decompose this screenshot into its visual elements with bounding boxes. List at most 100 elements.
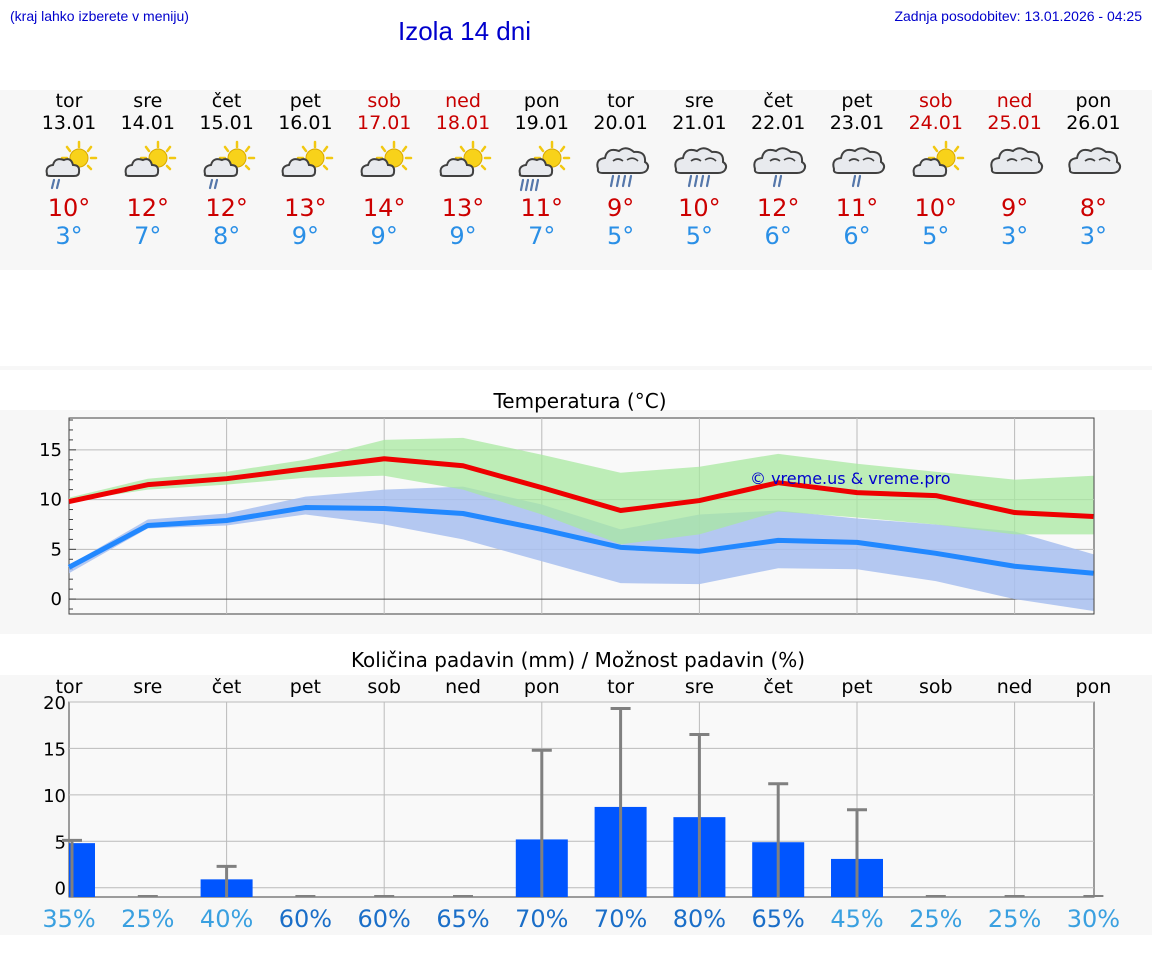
min-temperature: 9° <box>370 222 398 250</box>
cloud-icon <box>975 138 1055 194</box>
max-temperature: 11° <box>835 194 879 222</box>
precipitation-probability-label: 60% <box>279 905 332 933</box>
precipitation-probability-label: 40% <box>200 905 253 933</box>
cloud-heavy-rain-icon <box>581 138 661 194</box>
precipitation-plot-area <box>68 701 1095 898</box>
forecast-day: čet 22.01 12° 6° <box>738 90 818 250</box>
sun-shape <box>533 140 571 171</box>
precipitation-day-label: sre <box>133 676 162 698</box>
temperature-tick-label: 15 <box>39 440 62 461</box>
day-date: 15.01 <box>199 112 254 134</box>
max-temperature: 12° <box>205 194 248 222</box>
precipitation-probability-label: 80% <box>673 905 726 933</box>
day-name: čet <box>763 90 793 112</box>
min-temperature: 6° <box>843 222 871 250</box>
cloud-drizzle-icon <box>817 138 897 194</box>
sun-shape <box>297 140 334 171</box>
day-name: sre <box>684 90 714 112</box>
min-temperature: 7° <box>134 222 162 250</box>
day-date: 20.01 <box>593 112 648 134</box>
sun-cloud-icon <box>108 138 188 194</box>
sun-shape <box>454 140 492 171</box>
forecast-day: pet 16.01 13° 9° <box>265 90 345 250</box>
min-temperature: 8° <box>212 222 241 250</box>
forecast-day: tor 20.01 9° 5° <box>581 90 661 250</box>
precipitation-day-label: ned <box>445 676 481 698</box>
day-name: ned <box>996 90 1033 112</box>
daily-forecast-strip: tor 13.01 10° 3° sre 14.01 12° 7° čet 15.01 12°… <box>0 90 1152 270</box>
min-temperature: 6° <box>764 222 792 250</box>
precipitation-day-label: pet <box>841 676 872 698</box>
day-date: 16.01 <box>278 112 333 134</box>
max-temperature: 10° <box>47 194 91 222</box>
min-temperature: 5° <box>922 222 950 250</box>
day-date: 14.01 <box>120 112 175 134</box>
precipitation-probability-label: 60% <box>358 905 411 933</box>
precipitation-day-label: pon <box>1076 676 1112 698</box>
max-temperature: 12° <box>126 194 170 222</box>
sun-cloud-icon <box>265 138 345 194</box>
max-temperature: 10° <box>914 194 958 222</box>
sun-cloud-drizzle-icon <box>187 138 267 194</box>
precipitation-day-label: ned <box>997 676 1033 698</box>
precipitation-probability-label: 30% <box>1067 905 1120 933</box>
day-date: 23.01 <box>829 112 885 134</box>
precipitation-day-label: tor <box>56 676 83 698</box>
min-temperature-line <box>67 505 1094 576</box>
min-temperature: 3° <box>55 222 83 250</box>
precipitation-day-label: tor <box>607 676 634 698</box>
temperature-chart-title: Temperatura (°C) <box>492 389 666 413</box>
day-date: 18.01 <box>435 112 491 134</box>
max-temperature: 10° <box>678 194 721 222</box>
max-temperature: 11° <box>520 194 564 222</box>
temperature-tick-label: 5 <box>51 539 62 560</box>
forecast-day: čet 15.01 12° 8° <box>187 90 267 250</box>
day-name: tor <box>55 90 83 112</box>
max-temperature: 13° <box>284 194 327 222</box>
forecast-day: pon 26.01 8° 3° <box>1053 90 1133 250</box>
sun-shape <box>218 140 255 171</box>
max-temperature: 14° <box>362 194 406 222</box>
precipitation-day-label: pet <box>290 676 321 698</box>
sun-cloud-icon <box>423 138 503 194</box>
day-name: pet <box>841 90 873 112</box>
min-temperature: 5° <box>685 222 714 250</box>
cloud-icon <box>1053 138 1133 194</box>
precipitation-probability-label: 70% <box>515 905 568 933</box>
max-temperature: 13° <box>441 194 485 222</box>
max-temperature-line <box>68 456 1094 519</box>
sun-cloud-rain-icon <box>502 138 582 194</box>
last-update: Zadnja posodobitev: 13.01.2026 - 04:25 <box>894 8 1142 24</box>
precipitation-tick-label: 5 <box>55 832 66 853</box>
day-name: čet <box>211 90 242 112</box>
precipitation-day-label: sob <box>367 676 401 698</box>
precipitation-day-label: sob <box>919 676 953 698</box>
day-name: sob <box>919 90 953 112</box>
max-temperature: 12° <box>756 194 800 222</box>
day-date: 19.01 <box>514 112 569 134</box>
day-name: pet <box>289 90 321 112</box>
forecast-day: sre 21.01 10° 5° <box>659 90 739 250</box>
forecast-day: ned 18.01 13° 9° <box>423 90 503 250</box>
temperature-tick-label: 10 <box>39 490 62 511</box>
day-name: tor <box>607 90 635 112</box>
precipitation-probability-label: 35% <box>42 905 95 933</box>
max-temperature: 8° <box>1079 194 1108 222</box>
sun-cloud-drizzle-icon <box>29 138 109 194</box>
day-name: ned <box>445 90 481 112</box>
precipitation-probability-label: 45% <box>830 905 883 933</box>
precipitation-probability-label: 70% <box>594 905 647 933</box>
forecast-day: sob 24.01 10° 5° <box>896 90 976 250</box>
precipitation-day-label: čet <box>212 676 242 698</box>
precipitation-probability-label: 25% <box>909 905 962 933</box>
forecast-day: sob 17.01 14° 9° <box>344 90 424 250</box>
page-title: Izola 14 dni <box>398 16 531 46</box>
forecast-day: sre 14.01 12° 7° <box>108 90 188 250</box>
forecast-day: pet 23.01 11° 6° <box>817 90 897 250</box>
precipitation-probability-label: 65% <box>752 905 805 933</box>
precipitation-tick-label: 10 <box>43 786 66 807</box>
precipitation-day-label: čet <box>763 676 793 698</box>
day-date: 26.01 <box>1066 112 1121 134</box>
day-date: 13.01 <box>41 112 97 134</box>
